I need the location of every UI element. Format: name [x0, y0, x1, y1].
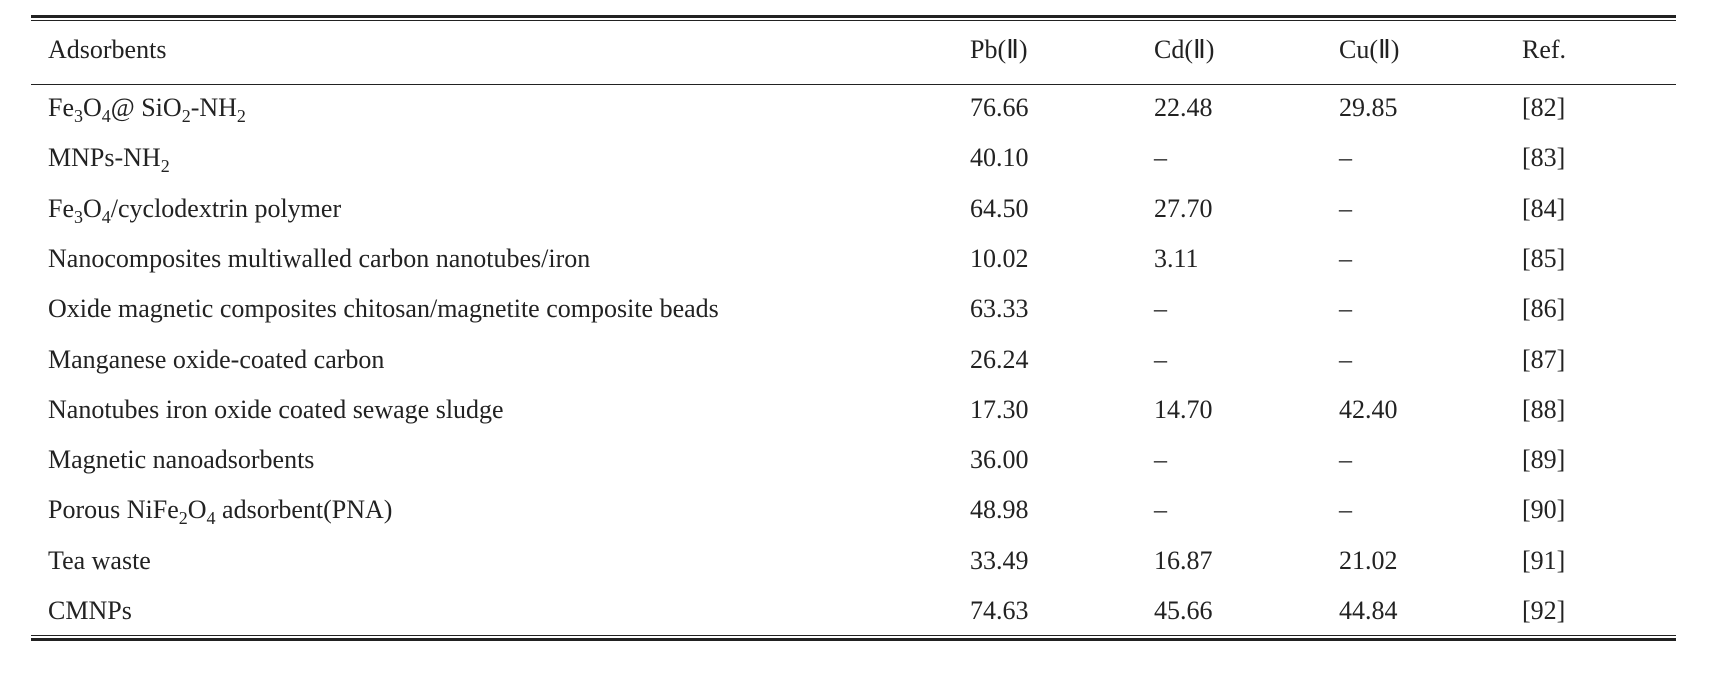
- top-rule-inner: [31, 20, 1676, 21]
- value-cell: [84]: [1522, 193, 1566, 223]
- value-cell: –: [1339, 344, 1352, 374]
- value-cell: [82]: [1522, 93, 1566, 122]
- adsorbent-cell: Fe3O4/cyclodextrin polymer: [48, 193, 342, 227]
- text-segment: O: [83, 93, 102, 122]
- value-cell: 42.40: [1339, 394, 1398, 424]
- value-cell: 40.10: [970, 143, 1029, 173]
- text-segment: Nanocomposites multiwalled carbon nanotu…: [48, 243, 591, 273]
- subscript: 3: [74, 206, 83, 227]
- value-cell: 74.63: [970, 596, 1029, 625]
- subscript: 2: [236, 106, 246, 126]
- value-cell: –: [1339, 193, 1352, 223]
- text-segment: adsorbent(PNA): [215, 495, 393, 525]
- subscript: 2: [181, 106, 191, 126]
- header-cell: Ref.: [1522, 35, 1567, 64]
- adsorbent-cell: MNPs-NH2: [48, 143, 170, 177]
- text-segment: /cyclodextrin polymer: [110, 193, 342, 223]
- value-cell: 16.87: [1154, 545, 1213, 575]
- top-rule: [31, 15, 1676, 18]
- value-cell: 33.49: [970, 545, 1029, 575]
- value-cell: 27.70: [1154, 193, 1213, 223]
- adsorbent-cell: Oxide magnetic composites chitosan/magne…: [48, 294, 719, 324]
- value-cell: –: [1339, 495, 1352, 525]
- subscript: 4: [206, 508, 216, 529]
- value-cell: [92]: [1522, 596, 1566, 625]
- value-cell: 17.30: [970, 394, 1029, 424]
- value-cell: –: [1339, 294, 1352, 324]
- value-cell: [90]: [1522, 495, 1566, 525]
- subscript: 2: [160, 156, 170, 177]
- value-cell: 10.02: [970, 243, 1029, 273]
- value-cell: [83]: [1522, 143, 1566, 173]
- text-segment: O: [187, 495, 207, 525]
- value-cell: 64.50: [970, 193, 1029, 223]
- value-cell: [85]: [1522, 243, 1566, 273]
- value-cell: –: [1339, 143, 1352, 173]
- value-cell: –: [1339, 243, 1352, 273]
- adsorbent-cell: Porous NiFe2O4 adsorbent(PNA): [48, 495, 393, 529]
- adsorbent-cell: Nanocomposites multiwalled carbon nanotu…: [48, 244, 590, 274]
- header-cell: Adsorbents: [48, 35, 167, 64]
- bottom-rule-inner: [31, 635, 1676, 636]
- adsorbent-cell: Tea waste: [48, 546, 151, 576]
- value-cell: [91]: [1522, 545, 1566, 575]
- value-cell: 36.00: [970, 445, 1029, 475]
- value-cell: –: [1339, 445, 1352, 475]
- value-cell: 22.48: [1154, 93, 1213, 122]
- text-segment: Fe: [48, 193, 74, 223]
- value-cell: [86]: [1522, 294, 1566, 324]
- header-cell: Pb(Ⅱ): [970, 35, 1028, 64]
- value-cell: 45.66: [1154, 596, 1213, 625]
- subscript: 4: [101, 106, 111, 126]
- value-cell: –: [1154, 445, 1167, 475]
- adsorbent-cell: Magnetic nanoadsorbents: [48, 445, 314, 475]
- value-cell: 29.85: [1339, 93, 1398, 122]
- subscript: 4: [101, 206, 111, 227]
- text-segment: Tea waste: [48, 545, 151, 575]
- text-segment: -NH: [190, 93, 237, 122]
- subscript: 3: [74, 106, 83, 126]
- bottom-rule: [31, 638, 1676, 641]
- value-cell: [87]: [1522, 344, 1566, 374]
- subscript: 2: [178, 508, 188, 529]
- text-segment: CMNPs: [48, 596, 132, 625]
- value-cell: 44.84: [1339, 596, 1398, 625]
- value-cell: 48.98: [970, 495, 1029, 525]
- text-segment: Porous NiFe: [48, 495, 179, 525]
- text-segment: Nanotubes iron oxide coated sewage sludg…: [48, 394, 504, 424]
- value-cell: –: [1154, 495, 1167, 525]
- header-rule: [31, 84, 1676, 85]
- value-cell: –: [1154, 344, 1167, 374]
- text-segment: Oxide magnetic composites chitosan/magne…: [48, 294, 719, 324]
- value-cell: 76.66: [970, 93, 1029, 122]
- text-segment: Magnetic nanoadsorbents: [48, 445, 315, 475]
- header-cell: Cd(Ⅱ): [1154, 35, 1215, 64]
- value-cell: –: [1154, 143, 1167, 173]
- text-segment: Manganese oxide-coated carbon: [48, 344, 385, 374]
- text-segment: @ SiO: [110, 93, 182, 122]
- value-cell: 14.70: [1154, 394, 1213, 424]
- text-segment: MNPs-NH: [48, 143, 161, 173]
- adsorbent-cell: CMNPs: [48, 596, 132, 626]
- adsorbent-cell: Manganese oxide-coated carbon: [48, 345, 384, 375]
- adsorbent-cell: Nanotubes iron oxide coated sewage sludg…: [48, 395, 504, 425]
- value-cell: 26.24: [970, 344, 1029, 374]
- adsorbent-cell: Fe3O4@ SiO2-NH2: [48, 93, 246, 126]
- value-cell: [89]: [1522, 445, 1566, 475]
- value-cell: 21.02: [1339, 545, 1398, 575]
- value-cell: –: [1154, 294, 1167, 324]
- value-cell: 63.33: [970, 294, 1029, 324]
- header-cell: Cu(Ⅱ): [1339, 35, 1400, 64]
- value-cell: 3.11: [1154, 243, 1199, 273]
- text-segment: O: [83, 193, 102, 223]
- value-cell: [88]: [1522, 394, 1566, 424]
- text-segment: Fe: [48, 93, 74, 122]
